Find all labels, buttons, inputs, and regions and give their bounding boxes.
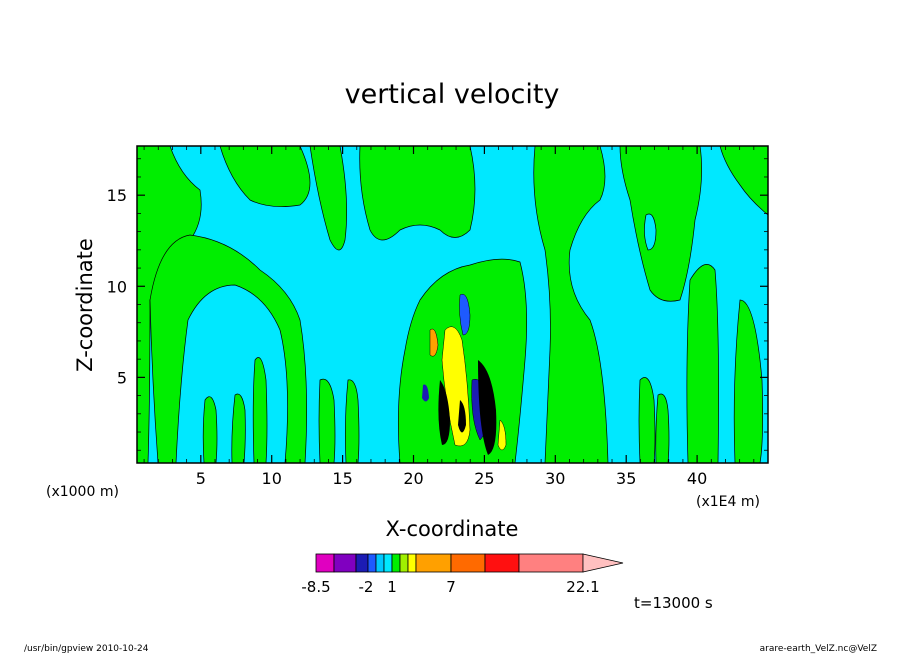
x-scale-note: (x1E4 m)	[696, 494, 760, 510]
green-region	[344, 379, 360, 463]
colorbar-tick-label: 1	[387, 578, 397, 596]
y-tick-label: 15	[107, 186, 127, 205]
green-region	[655, 393, 670, 463]
green-region	[359, 146, 476, 241]
green-region	[202, 396, 218, 463]
colorbar-segment	[450, 553, 486, 573]
core-region	[458, 400, 466, 433]
chart-title: vertical velocity	[345, 79, 560, 110]
y-tick-label: 5	[117, 368, 127, 387]
colorbar-tick-label: 7	[446, 578, 456, 596]
green-region	[252, 357, 268, 463]
x-tick-label: 10	[262, 469, 282, 488]
positive-velocity-regions	[137, 146, 768, 463]
green-region	[231, 393, 246, 463]
colorbar-segment	[407, 553, 417, 573]
y-tick-label: 10	[107, 277, 127, 296]
x-tick-label: 15	[332, 469, 352, 488]
x-tick-label: 30	[545, 469, 565, 488]
green-region	[638, 377, 656, 463]
x-tick-label: 40	[687, 469, 707, 488]
colorbar-arrow	[582, 553, 624, 573]
y-axis-label: Z-coordinate	[73, 238, 97, 372]
x-tick-label: 25	[474, 469, 494, 488]
colorbar-segment	[375, 553, 385, 573]
x-unit-label: (x1000 m)	[46, 484, 119, 500]
colorbar-tick-label: 22.1	[566, 578, 599, 596]
x-axis-label: X-coordinate	[386, 517, 519, 541]
colorbar-segment	[367, 553, 377, 573]
x-ticks: 5 10 15 20 25 30 35 40	[143, 146, 755, 488]
time-label: t=13000 s	[634, 594, 713, 612]
footer-right: arare-earth_VelZ.nc@VelZ	[760, 644, 877, 654]
convective-core	[422, 293, 507, 455]
y-ticks: 5 10 15	[107, 158, 768, 451]
colorbar: -8.5 -2 1 7 22.1	[301, 553, 624, 596]
colorbar-segment	[333, 553, 357, 573]
colorbar-segment	[383, 553, 393, 573]
footer-left: /usr/bin/gpview 2010-10-24	[24, 644, 149, 654]
green-region	[219, 146, 311, 207]
green-region	[719, 146, 768, 216]
green-region	[686, 264, 719, 463]
core-region	[438, 380, 450, 445]
green-region	[733, 299, 764, 463]
colorbar-segment	[391, 553, 401, 573]
plot-frame: 5 10 15 20 25 30 35 40 5 10 15	[107, 145, 769, 488]
green-region	[644, 213, 657, 251]
x-tick-label: 35	[616, 469, 636, 488]
colorbar-tick-label: -2	[359, 578, 374, 596]
green-region	[619, 146, 703, 302]
colorbar-tick-label: -8.5	[301, 578, 330, 596]
core-downdraft	[459, 293, 471, 336]
colorbar-segment	[484, 553, 520, 573]
colorbar-segment	[399, 553, 409, 573]
core-region	[429, 328, 439, 357]
core-region	[497, 419, 507, 451]
colorbar-segment	[415, 553, 452, 573]
colorbar-segment	[355, 553, 369, 573]
core-region	[478, 360, 497, 455]
green-region	[318, 378, 336, 463]
green-region	[309, 146, 347, 251]
green-region	[533, 146, 609, 463]
colorbar-segment	[315, 553, 335, 573]
x-tick-label: 5	[196, 469, 206, 488]
core-region	[422, 384, 429, 402]
contour-field	[137, 146, 768, 463]
colorbar-segment	[518, 553, 584, 573]
green-region	[149, 234, 308, 463]
x-tick-label: 20	[403, 469, 423, 488]
